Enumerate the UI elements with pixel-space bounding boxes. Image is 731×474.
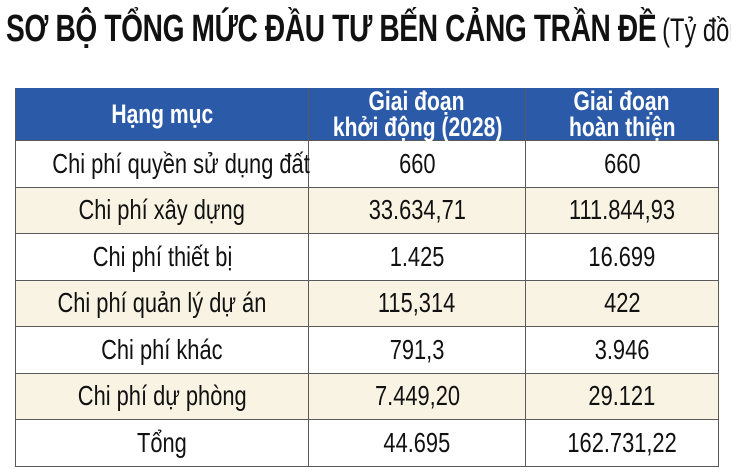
cell-category: Tổng <box>15 419 309 467</box>
cell-phase-start: 1.425 <box>308 233 526 281</box>
cell-phase-complete: 29.121 <box>525 372 719 420</box>
table-row: Chi phí xây dựng 33.634,71 111.844,93 <box>15 186 719 234</box>
table-row: Chi phí thiết bị 1.425 16.699 <box>15 233 719 281</box>
cell-phase-start: 660 <box>308 140 526 188</box>
cell-phase-complete: 162.731,22 <box>525 419 719 467</box>
table-row: Chi phí khác 791,3 3.946 <box>15 326 719 374</box>
cell-phase-complete: 16.699 <box>525 233 719 281</box>
cell-phase-start: 115,314 <box>308 279 526 327</box>
cell-phase-complete: 111.844,93 <box>525 186 719 234</box>
header-row: Hạng mục Giai đoạn khởi động (2028) Giai … <box>15 88 719 141</box>
page-title: SƠ BỘ TỔNG MỨC ĐẦU TƯ BẾN CẢNG TRẦN ĐỀ (T… <box>6 8 731 51</box>
cell-category: Chi phí khác <box>15 326 309 374</box>
header-phase-start: Giai đoạn khởi động (2028) <box>308 88 526 141</box>
cell-category: Chi phí xây dựng <box>15 186 309 234</box>
cell-phase-complete: 660 <box>525 140 719 188</box>
cell-category: Chi phí quản lý dự án <box>15 279 309 327</box>
cell-phase-complete: 3.946 <box>525 326 719 374</box>
cell-category: Chi phí quyền sử dụng đất <box>15 140 310 188</box>
title-main: SƠ BỘ TỔNG MỨC ĐẦU TƯ BẾN CẢNG TRẦN ĐỀ <box>6 8 657 50</box>
table-row: Chi phí quyền sử dụng đất 660 660 <box>15 140 719 188</box>
investment-table: Hạng mục Giai đoạn khởi động (2028) Giai … <box>15 88 719 467</box>
cell-phase-start: 791,3 <box>308 326 526 374</box>
cell-phase-complete: 422 <box>525 279 719 327</box>
table-row: Chi phí quản lý dự án 115,314 422 <box>15 279 719 327</box>
table-row: Chi phí dự phòng 7.449,20 29.121 <box>15 372 719 420</box>
table-row: Tổng 44.695 162.731,22 <box>15 419 719 467</box>
cell-phase-start: 44.695 <box>308 419 526 467</box>
header-category: Hạng mục <box>15 88 309 141</box>
title-unit: (Tỷ đồng) <box>662 12 731 48</box>
header-phase-complete: Giai đoạn hoàn thiện <box>525 88 719 141</box>
cell-category: Chi phí dự phòng <box>15 372 309 420</box>
cell-phase-start: 33.634,71 <box>308 186 526 234</box>
cell-phase-start: 7.449,20 <box>308 372 526 420</box>
cell-category: Chi phí thiết bị <box>15 233 309 281</box>
